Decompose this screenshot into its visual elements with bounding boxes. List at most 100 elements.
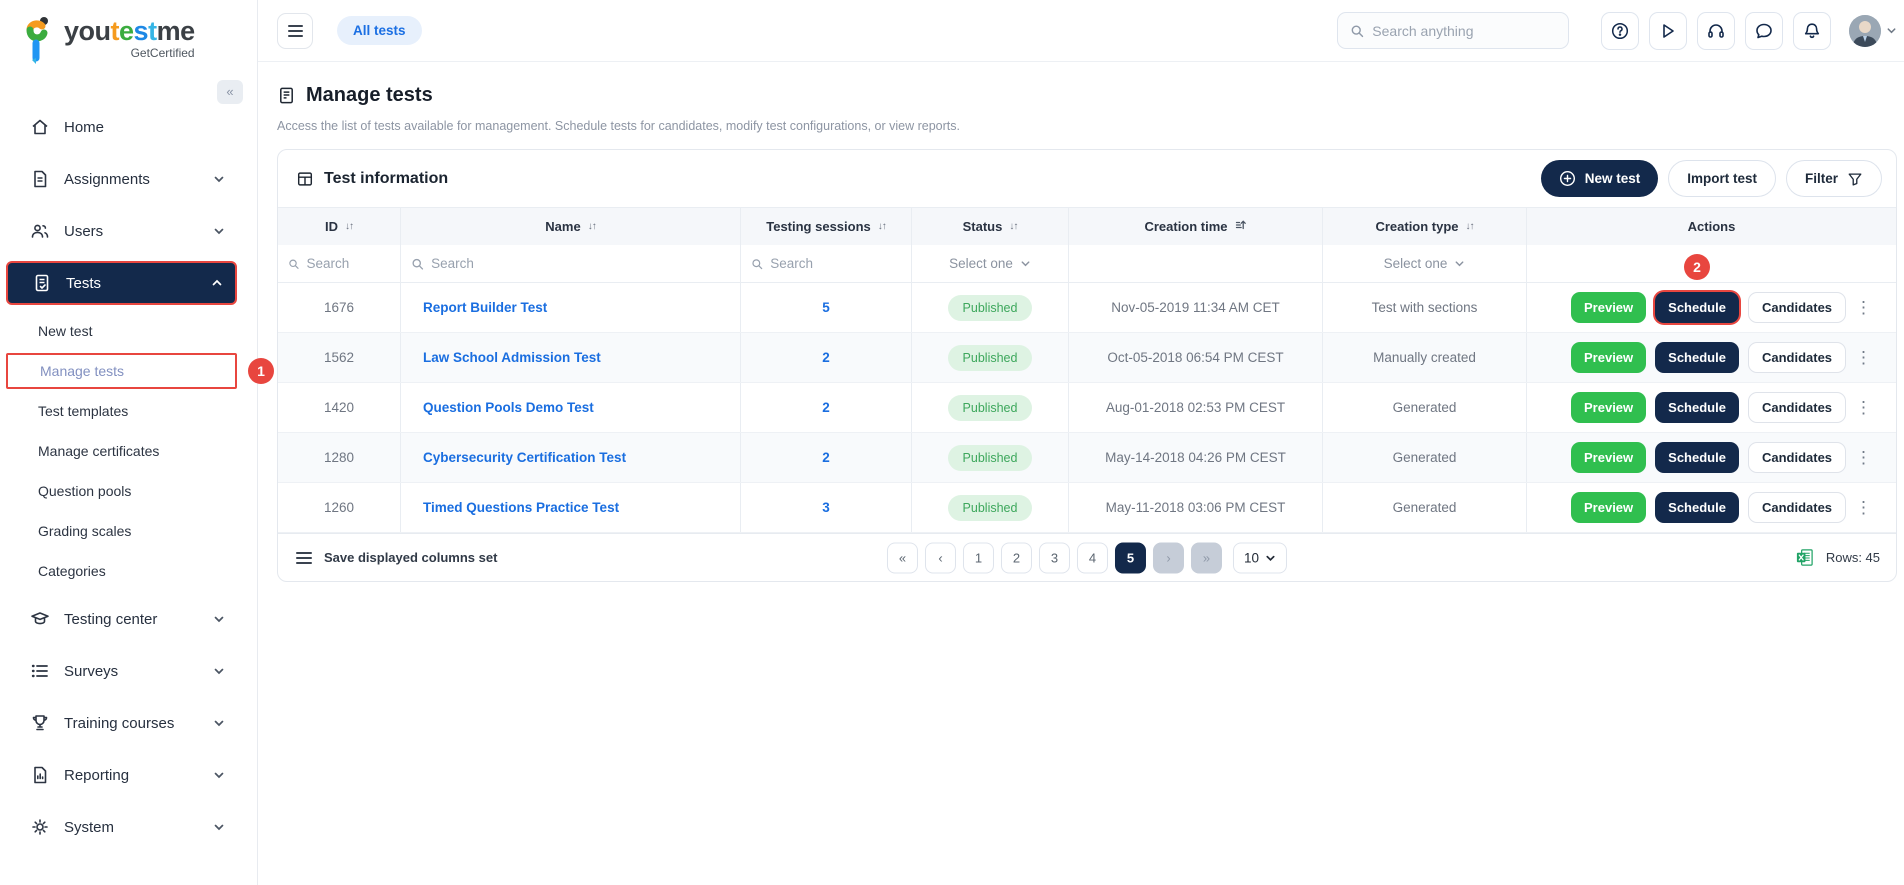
sessions-count-link[interactable]: 3 <box>822 500 830 515</box>
preview-button[interactable]: Preview <box>1571 392 1647 423</box>
status-filter-select[interactable]: Select one <box>949 256 1031 271</box>
sidebar-subitem-question-pools[interactable]: Question pools <box>6 473 237 509</box>
page-size-select[interactable]: 10 <box>1233 542 1288 573</box>
preview-button[interactable]: Preview <box>1571 442 1647 473</box>
help-icon[interactable] <box>1601 11 1640 50</box>
candidates-button[interactable]: Candidates <box>1747 292 1847 323</box>
page-title: Manage tests <box>306 84 433 106</box>
column-header-creation-time[interactable]: Creation time <box>1069 208 1323 245</box>
preview-button[interactable]: Preview <box>1571 492 1647 523</box>
candidates-button[interactable]: Candidates <box>1747 342 1847 373</box>
schedule-button[interactable]: Schedule <box>1655 492 1739 523</box>
sessions-count-link[interactable]: 5 <box>822 300 830 315</box>
sort-icon[interactable]: ↓↑ <box>587 221 597 232</box>
sessions-filter[interactable] <box>751 256 901 271</box>
sort-asc-icon[interactable] <box>1235 219 1247 234</box>
sidebar-subitem-manage-tests[interactable]: Manage tests 1 <box>6 353 274 389</box>
sidebar-item-system[interactable]: System <box>6 805 237 849</box>
sidebar-item-testing-center[interactable]: Testing center <box>6 597 237 641</box>
column-header-status[interactable]: Status ↓↑ <box>912 208 1069 245</box>
test-name-link[interactable]: Cybersecurity Certification Test <box>423 450 627 465</box>
chevron-down-icon <box>1021 261 1030 267</box>
breadcrumb-chip-all-tests[interactable]: All tests <box>337 16 422 45</box>
last-page-button[interactable]: » <box>1191 542 1222 573</box>
sidebar-item-users[interactable]: Users <box>6 209 237 253</box>
id-filter[interactable] <box>288 256 390 271</box>
row-menu-kebab-icon[interactable]: ⋮ <box>1855 348 1873 367</box>
schedule-button[interactable]: Schedule <box>1655 292 1739 323</box>
sidebar-item-training-courses[interactable]: Training courses <box>6 701 237 745</box>
schedule-button[interactable]: Schedule <box>1655 442 1739 473</box>
page-button-5-current[interactable]: 5 <box>1115 542 1146 573</box>
page-header: Manage tests <box>277 84 1897 107</box>
filter-button[interactable]: Filter <box>1786 160 1883 197</box>
schedule-button[interactable]: Schedule <box>1655 392 1739 423</box>
user-menu[interactable] <box>1849 14 1897 47</box>
menu-toggle-button[interactable] <box>277 12 313 49</box>
import-test-button[interactable]: Import test <box>1668 160 1777 197</box>
name-filter-input[interactable] <box>431 256 730 271</box>
sidebar-collapse-button[interactable]: « <box>217 80 243 104</box>
id-filter-input[interactable] <box>306 256 390 271</box>
row-menu-kebab-icon[interactable]: ⋮ <box>1855 298 1873 317</box>
sidebar-item-surveys[interactable]: Surveys <box>6 649 237 693</box>
first-page-button[interactable]: « <box>887 542 918 573</box>
sessions-count-link[interactable]: 2 <box>822 400 830 415</box>
test-name-link[interactable]: Law School Admission Test <box>423 350 601 365</box>
cell-creation-type: Generated <box>1323 433 1527 482</box>
table-filter-row: Select one Select one <box>278 245 1897 283</box>
column-header-name[interactable]: Name ↓↑ <box>401 208 741 245</box>
sidebar-item-assignments[interactable]: Assignments <box>6 157 237 201</box>
play-icon[interactable] <box>1649 11 1688 50</box>
global-search-input[interactable] <box>1372 22 1557 39</box>
chat-icon[interactable] <box>1745 11 1784 50</box>
preview-button[interactable]: Preview <box>1571 342 1647 373</box>
sidebar-subitem-categories[interactable]: Categories <box>6 553 237 589</box>
new-test-button[interactable]: New test <box>1540 160 1659 197</box>
sidebar-item-tests[interactable]: Tests <box>6 261 237 305</box>
page-button-3[interactable]: 3 <box>1039 542 1070 573</box>
prev-page-button[interactable]: ‹ <box>925 542 956 573</box>
sidebar-subitem-manage-certificates[interactable]: Manage certificates <box>6 433 237 469</box>
sidebar-subitem-new-test[interactable]: New test <box>6 313 237 349</box>
test-name-link[interactable]: Question Pools Demo Test <box>423 400 594 415</box>
brand-logo[interactable]: youtestme GetCertified <box>0 0 257 77</box>
sidebar-subitem-test-templates[interactable]: Test templates <box>6 393 237 429</box>
sort-icon[interactable]: ↓↑ <box>345 221 354 232</box>
name-filter[interactable] <box>411 256 730 271</box>
headset-icon[interactable] <box>1697 11 1736 50</box>
candidates-button[interactable]: Candidates <box>1747 392 1847 423</box>
row-menu-kebab-icon[interactable]: ⋮ <box>1855 398 1873 417</box>
sessions-count-link[interactable]: 2 <box>822 450 830 465</box>
sidebar-item-reporting[interactable]: Reporting <box>6 753 237 797</box>
creation-type-filter-select[interactable]: Select one <box>1384 256 1466 271</box>
candidates-button[interactable]: Candidates <box>1747 442 1847 473</box>
sidebar-nav: Home Assignments Users Tes <box>0 105 274 849</box>
schedule-button[interactable]: Schedule <box>1655 342 1739 373</box>
column-header-creation-type[interactable]: Creation type ↓↑ <box>1323 208 1527 245</box>
sessions-count-link[interactable]: 2 <box>822 350 830 365</box>
column-header-testing-sessions[interactable]: Testing sessions ↓↑ <box>741 208 912 245</box>
page-button-4[interactable]: 4 <box>1077 542 1108 573</box>
sort-icon[interactable]: ↓↑ <box>1009 221 1018 232</box>
column-header-id[interactable]: ID ↓↑ <box>278 208 401 245</box>
row-menu-kebab-icon[interactable]: ⋮ <box>1855 498 1873 517</box>
test-name-link[interactable]: Timed Questions Practice Test <box>423 500 620 515</box>
test-name-link[interactable]: Report Builder Test <box>423 300 548 315</box>
save-columns-button[interactable]: Save displayed columns set <box>296 550 497 565</box>
page-button-2[interactable]: 2 <box>1001 542 1032 573</box>
sort-icon[interactable]: ↓↑ <box>877 221 887 232</box>
page-button-1[interactable]: 1 <box>963 542 994 573</box>
preview-button[interactable]: Preview <box>1571 292 1647 323</box>
sessions-filter-input[interactable] <box>770 256 901 271</box>
row-menu-kebab-icon[interactable]: ⋮ <box>1855 448 1873 467</box>
excel-export-icon[interactable] <box>1795 548 1814 567</box>
sidebar-subitem-grading-scales[interactable]: Grading scales <box>6 513 237 549</box>
sidebar-subitem-label: Question pools <box>38 483 132 499</box>
bell-icon[interactable] <box>1793 11 1832 50</box>
next-page-button[interactable]: › <box>1153 542 1184 573</box>
sidebar-item-home[interactable]: Home <box>6 105 237 149</box>
candidates-button[interactable]: Candidates <box>1747 492 1847 523</box>
global-search[interactable] <box>1337 12 1570 49</box>
sort-icon[interactable]: ↓↑ <box>1465 221 1475 232</box>
